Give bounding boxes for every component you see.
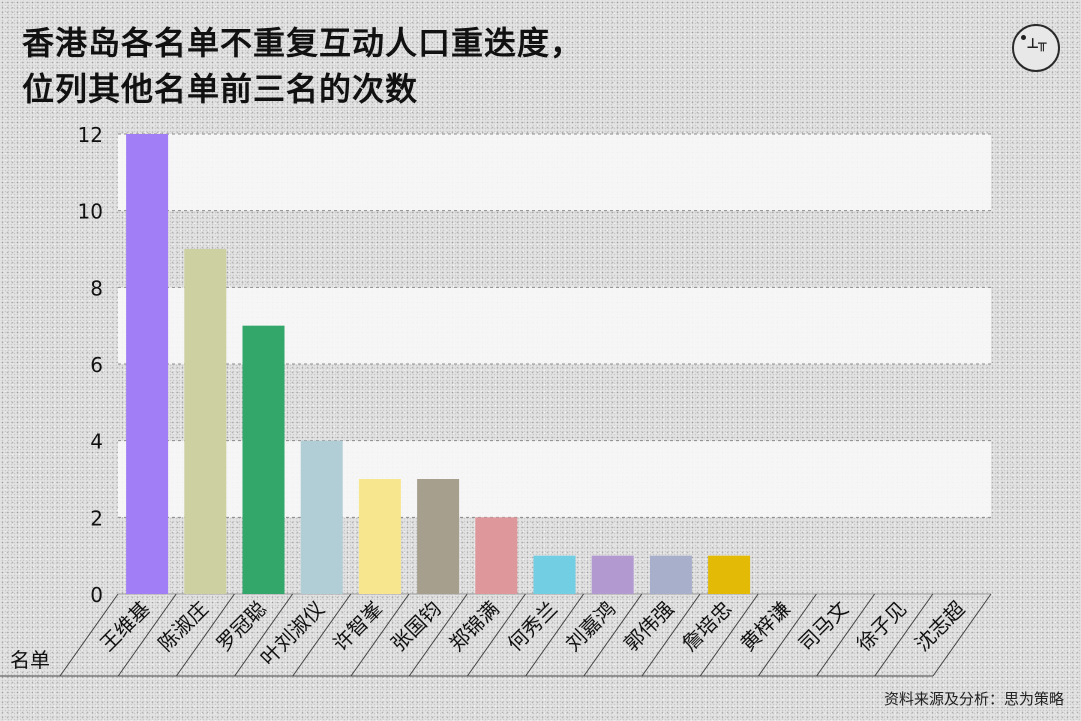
category-separator — [234, 593, 294, 677]
grid-band — [118, 134, 991, 211]
category-separator — [292, 593, 352, 677]
title-line-1: 香港岛各名单不重复互动人口重迭度， — [22, 24, 584, 62]
y-tick-label: 6 — [90, 353, 103, 377]
category-separator — [699, 593, 759, 677]
y-tick-label: 10 — [78, 200, 103, 224]
category-separator — [466, 593, 526, 677]
x-tick-label: 刘嘉鸿 — [561, 597, 620, 656]
x-axis-label: 名单 — [10, 648, 50, 672]
x-tick-label: 徐子见 — [852, 597, 911, 656]
bar — [184, 249, 227, 594]
category-separator — [757, 593, 817, 677]
y-tick-label: 12 — [78, 123, 103, 147]
y-tick-label: 0 — [90, 583, 103, 607]
category-separator — [175, 593, 235, 677]
bar — [126, 134, 169, 594]
chart-title: 香港岛各名单不重复互动人口重迭度， 位列其他名单前三名的次数 — [22, 20, 583, 112]
title-line-2: 位列其他名单前三名的次数 — [22, 70, 419, 108]
x-tick-label: 叶刘淑仪 — [256, 597, 330, 671]
bar — [358, 479, 401, 594]
category-separator — [583, 593, 643, 677]
x-tick-label: 黄梓谦 — [735, 597, 794, 656]
category-separator — [932, 593, 992, 677]
category-separator — [525, 593, 585, 677]
x-tick-label: 何秀兰 — [503, 597, 562, 656]
y-tick-label: 4 — [90, 430, 103, 454]
category-separator — [816, 593, 876, 677]
y-tick-label: 2 — [90, 506, 103, 530]
x-tick-label: 郑锦满 — [444, 597, 503, 656]
category-separator — [874, 593, 934, 677]
category-separator — [408, 593, 468, 677]
bar — [649, 555, 692, 594]
publisher-logo: ⊥╥ — [1012, 24, 1060, 72]
bar — [591, 555, 634, 594]
bar — [417, 479, 460, 594]
category-separator — [641, 593, 701, 677]
x-tick-label: 郭伟强 — [619, 597, 678, 656]
bar — [242, 325, 285, 594]
logo-dot-icon — [1021, 35, 1026, 40]
logo-mark-icon: ⊥╥ — [1026, 36, 1046, 52]
category-separator — [59, 593, 119, 677]
y-tick-label: 8 — [90, 276, 103, 300]
bar — [533, 555, 576, 594]
x-tick-label: 张国钧 — [386, 597, 445, 656]
x-tick-label: 沈志超 — [910, 597, 969, 656]
category-separator — [350, 593, 410, 677]
source-note: 资料来源及分析：思为策略 — [883, 690, 1064, 708]
bar — [708, 555, 751, 594]
bar — [300, 440, 343, 594]
x-tick-label: 司马文 — [794, 597, 853, 656]
x-tick-label: 詹培忠 — [677, 597, 736, 656]
bar — [475, 517, 518, 594]
x-tick-label: 王维基 — [95, 597, 154, 656]
x-tick-label: 许智峯 — [328, 597, 387, 656]
x-tick-label: 陈淑庄 — [153, 597, 212, 656]
category-separator — [117, 593, 177, 677]
